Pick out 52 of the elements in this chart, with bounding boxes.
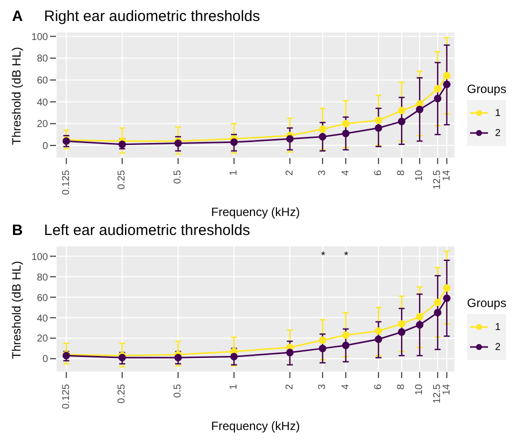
y-tick-label: 100	[31, 32, 48, 43]
y-tick-label: 60	[36, 76, 48, 87]
legend-label: 1	[495, 322, 501, 332]
y-axis-title: Threshold (dB HL)	[9, 46, 24, 145]
x-tick-label: 0.125	[60, 170, 72, 196]
legend-label: 2	[495, 342, 501, 352]
x-tick-label: 2	[284, 384, 296, 390]
legend-title: Groups	[467, 82, 506, 96]
text: B	[11, 222, 24, 239]
x-tick-label: 14	[441, 170, 452, 182]
x-tick-label: 0.25	[116, 170, 128, 190]
x-tick-label: 3	[317, 170, 328, 176]
x-tick-label: 8	[396, 170, 408, 176]
x-tick-label: 3	[317, 384, 328, 390]
x-tick-label: 0.125	[60, 384, 72, 410]
y-tick-label: 40	[36, 313, 48, 324]
x-tick-label: 2	[284, 170, 296, 176]
x-tick-label: 6	[372, 170, 384, 176]
annotation: *	[321, 250, 326, 262]
x-tick-label: 14	[441, 384, 452, 396]
chart-title: Left ear audiometric thresholds	[44, 222, 250, 239]
x-tick-label: 0.5	[172, 170, 184, 184]
y-tick-label: 40	[36, 97, 48, 108]
x-tick-label: 8	[396, 384, 408, 390]
x-tick-label: 10	[414, 384, 426, 396]
legend-label: 1	[495, 108, 501, 118]
annotation: *	[344, 250, 348, 262]
chart-title: Right ear audiometric thresholds	[44, 8, 260, 25]
x-axis-title: Frequency (kHz)	[211, 205, 300, 219]
x-tick-label: 1	[228, 170, 240, 176]
x-tick-label: 4	[340, 170, 352, 176]
text: A	[11, 8, 24, 25]
x-axis-title: Frequency (kHz)	[211, 419, 300, 433]
y-axis-title: Threshold (dB HL)	[9, 260, 24, 359]
x-tick-label: 0.5	[172, 384, 184, 398]
y-tick-label: 0	[42, 141, 48, 152]
legend-title: Groups	[467, 296, 506, 310]
y-tick-label: 20	[36, 334, 48, 345]
y-tick-label: 0	[42, 354, 48, 366]
x-tick-label: 6	[372, 384, 384, 390]
y-tick-label: 80	[36, 272, 48, 284]
y-tick-label: 80	[36, 54, 48, 65]
y-tick-label: 60	[36, 292, 48, 304]
x-tick-label: 12.5	[432, 170, 444, 190]
y-tick-label: 100	[31, 252, 48, 263]
x-tick-label: 4	[340, 384, 352, 390]
x-tick-label: 1	[228, 384, 240, 390]
y-tick-label: 20	[36, 119, 48, 130]
x-tick-label: 12.5	[432, 384, 444, 404]
x-tick-label: 10	[414, 170, 426, 182]
x-tick-label: 0.25	[116, 384, 128, 404]
legend-label: 2	[495, 128, 501, 138]
